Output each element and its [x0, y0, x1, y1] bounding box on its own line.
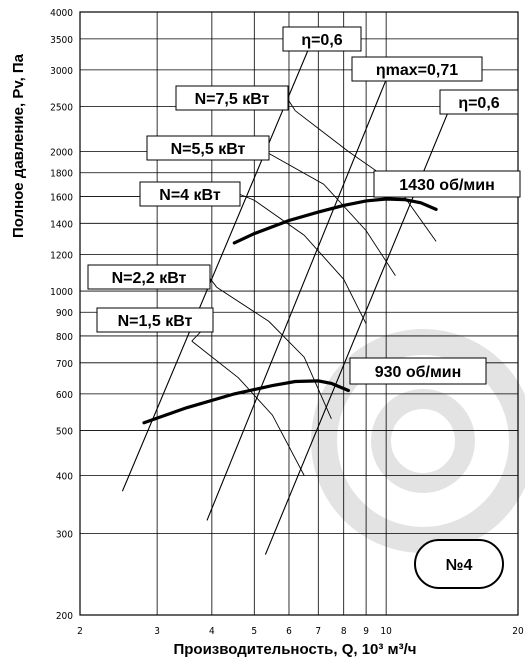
- callout-label: η=0,6: [301, 32, 342, 49]
- y-tick-label: 600: [56, 390, 73, 401]
- y-tick-label: 1000: [50, 287, 73, 298]
- power-curve: [265, 151, 396, 276]
- callout: ηmax=0,71: [351, 56, 483, 82]
- callout-label: N=4 кВт: [159, 187, 221, 204]
- callout-label: 930 об/мин: [375, 364, 462, 381]
- x-tick-label: 6: [286, 626, 292, 637]
- callout-box: [351, 56, 483, 82]
- x-tick-label: 2: [77, 626, 83, 637]
- y-axis-label: Полное давление, Pv, Па: [10, 53, 27, 238]
- y-tick-label: 500: [56, 427, 73, 438]
- callout-box: [439, 89, 519, 115]
- y-tick-label: 300: [56, 529, 73, 540]
- callout-label: N=5,5 кВт: [171, 141, 246, 158]
- plot-frame: [79, 11, 519, 616]
- y-tick-label: 800: [56, 332, 73, 343]
- callout-box: [175, 85, 289, 111]
- x-tick-label: 7: [315, 626, 321, 637]
- badge-label: №4: [446, 557, 473, 574]
- x-tick-label: 10: [380, 626, 392, 637]
- y-tick-label: 700: [56, 359, 73, 370]
- x-tick-label: 3: [154, 626, 160, 637]
- callout-box: [146, 135, 270, 161]
- speed-curve: [142, 379, 350, 425]
- callout: η=0,6: [282, 26, 362, 52]
- badge-oval: [414, 539, 504, 589]
- x-tick-label: 9: [363, 626, 369, 637]
- callout: N=4 кВт: [139, 181, 255, 207]
- callout-label: N=7,5 кВт: [195, 91, 270, 108]
- callout: N=1,5 кВт: [96, 307, 214, 342]
- callout-box: [282, 26, 362, 52]
- y-tick-label: 400: [56, 471, 73, 482]
- efficiency-line: [121, 38, 314, 492]
- callout-label: N=2,2 кВт: [112, 270, 187, 287]
- callout: 1430 об/мин: [373, 170, 521, 198]
- callout: η=0,6: [439, 89, 519, 115]
- x-tick-label: 4: [209, 626, 215, 637]
- callout-box: [139, 181, 241, 207]
- model-badge: №4: [414, 539, 504, 589]
- efficiency-line: [264, 90, 458, 555]
- power-curve: [216, 286, 332, 419]
- x-tick-label: 8: [341, 626, 347, 637]
- y-tick-label: 2500: [50, 103, 73, 114]
- callout-label: η=0,6: [458, 95, 499, 112]
- y-tick-label: 1200: [50, 250, 73, 261]
- callout-label: N=1,5 кВт: [118, 313, 193, 330]
- efficiency-lines: [121, 38, 458, 555]
- y-tick-label: 3500: [50, 35, 73, 46]
- y-tick-label: 900: [56, 308, 73, 319]
- callout-label: 1430 об/мин: [399, 177, 494, 194]
- y-tick-label: 2000: [50, 148, 73, 159]
- callout: 930 об/мин: [349, 357, 487, 385]
- callout: N=5,5 кВт: [146, 135, 270, 161]
- callout: N=2,2 кВт: [87, 264, 217, 290]
- y-tick-label: 1800: [50, 169, 73, 180]
- power-curve: [254, 199, 367, 325]
- callout-box: [87, 264, 211, 290]
- speed-curve: [232, 197, 438, 245]
- x-tick-label: 5: [251, 626, 257, 637]
- callout: N=7,5 кВт: [175, 85, 296, 111]
- power-curves: [191, 110, 437, 476]
- power-curve: [191, 340, 305, 476]
- tick-labels: 2 3 4 5 6 7 8 9 10 20 200 300 400 500 600 700 800 900 1000…: [50, 8, 524, 637]
- callout-box: [96, 307, 214, 333]
- x-axis-label: Производительность, Q, 10³ м³/ч: [173, 641, 416, 658]
- efficiency-line: [206, 56, 396, 521]
- y-tick-label: 200: [56, 611, 73, 622]
- y-tick-label: 1600: [50, 192, 73, 203]
- callout-box: [349, 357, 487, 385]
- x-tick-label: 20: [512, 626, 524, 637]
- speed-curves: [142, 197, 438, 425]
- callout-label: ηmax=0,71: [376, 62, 458, 79]
- watermark: [311, 329, 525, 553]
- y-tick-label: 1400: [50, 219, 73, 230]
- y-tick-label: 3000: [50, 66, 73, 77]
- power-curve: [294, 110, 437, 242]
- y-tick-label: 4000: [50, 8, 73, 19]
- callout-box: [373, 170, 521, 198]
- callout-leader: [238, 193, 255, 201]
